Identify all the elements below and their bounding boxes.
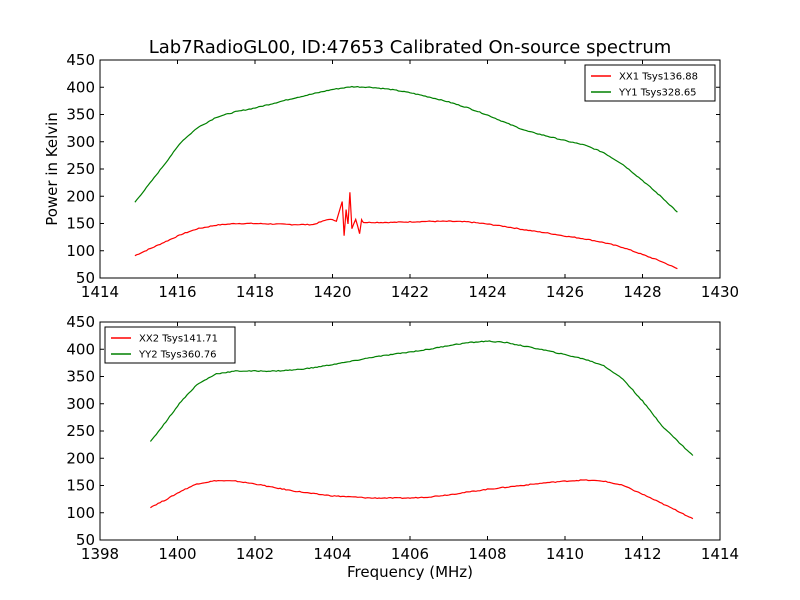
x-tick-label: 1428 — [623, 283, 661, 301]
y-tick-label: 400 — [66, 78, 95, 96]
x-tick-label: 1416 — [158, 283, 196, 301]
y-tick-label: 100 — [66, 242, 95, 260]
series-line-1-1 — [134, 192, 678, 270]
x-tick-label: 1414 — [81, 283, 119, 301]
x-tick-label: 1400 — [158, 545, 196, 563]
x-tick-label: 1426 — [546, 283, 584, 301]
y-tick-label: 200 — [66, 187, 95, 205]
y-tick-label: 300 — [66, 395, 95, 413]
x-tick-label: 1406 — [391, 545, 429, 563]
x-tick-label: 1430 — [701, 283, 739, 301]
series-line-2-2 — [149, 340, 694, 456]
y-tick-label: 350 — [66, 368, 95, 386]
x-tick-label: 1398 — [81, 545, 119, 563]
y-tick-label: 50 — [76, 269, 95, 287]
y-axis-label: Power in Kelvin — [43, 112, 61, 226]
y-tick-label: 400 — [66, 340, 95, 358]
x-tick-label: 1408 — [468, 545, 506, 563]
spectrum-panel-2: 1398 1400 1402 1404 1406 1408 1410 1412 1414 50 10… — [66, 313, 739, 563]
legend-label: XX1 Tsys136.88 — [619, 72, 698, 83]
legend-label: XX2 Tsys141.71 — [139, 334, 218, 345]
y-tick-label: 350 — [66, 106, 95, 124]
y-tick-label: 50 — [76, 531, 95, 549]
x-axis-label: Frequency (MHz) — [347, 563, 473, 581]
legend-box — [104, 326, 236, 364]
y-tick-label: 150 — [66, 215, 95, 233]
x-tick-label: 1404 — [313, 545, 351, 563]
x-tick-label: 1402 — [236, 545, 274, 563]
x-tick-label: 1414 — [701, 545, 739, 563]
x-tick-label: 1420 — [313, 283, 351, 301]
y-tick-label: 250 — [66, 160, 95, 178]
y-tick-label: 300 — [66, 133, 95, 151]
series-line-1-2 — [134, 85, 678, 213]
y-tick-label: 200 — [66, 449, 95, 467]
legend-label: YY2 Tsys360.76 — [138, 350, 217, 361]
y-tick-label: 150 — [66, 477, 95, 495]
x-tick-label: 1424 — [468, 283, 506, 301]
x-tick-label: 1422 — [391, 283, 429, 301]
legend: XX2 Tsys141.71 YY2 Tsys360.76 — [104, 326, 236, 364]
y-tick-label: 250 — [66, 422, 95, 440]
spectrum-panel-1: 1414 1416 1418 1420 1422 1424 1426 1428 1430 50 10… — [66, 51, 739, 301]
x-tick-label: 1410 — [546, 545, 584, 563]
series-line-2-1 — [150, 479, 694, 520]
x-tick-label: 1412 — [623, 545, 661, 563]
y-tick-label: 100 — [66, 504, 95, 522]
legend-box — [584, 64, 716, 102]
y-tick-label: 450 — [66, 51, 95, 69]
legend: XX1 Tsys136.88 YY1 Tsys328.65 — [584, 64, 716, 102]
x-tick-label: 1418 — [236, 283, 274, 301]
y-tick-label: 450 — [66, 313, 95, 331]
legend-label: YY1 Tsys328.65 — [618, 88, 697, 99]
chart-title: Lab7RadioGL00, ID:47653 Calibrated On-so… — [149, 37, 672, 58]
